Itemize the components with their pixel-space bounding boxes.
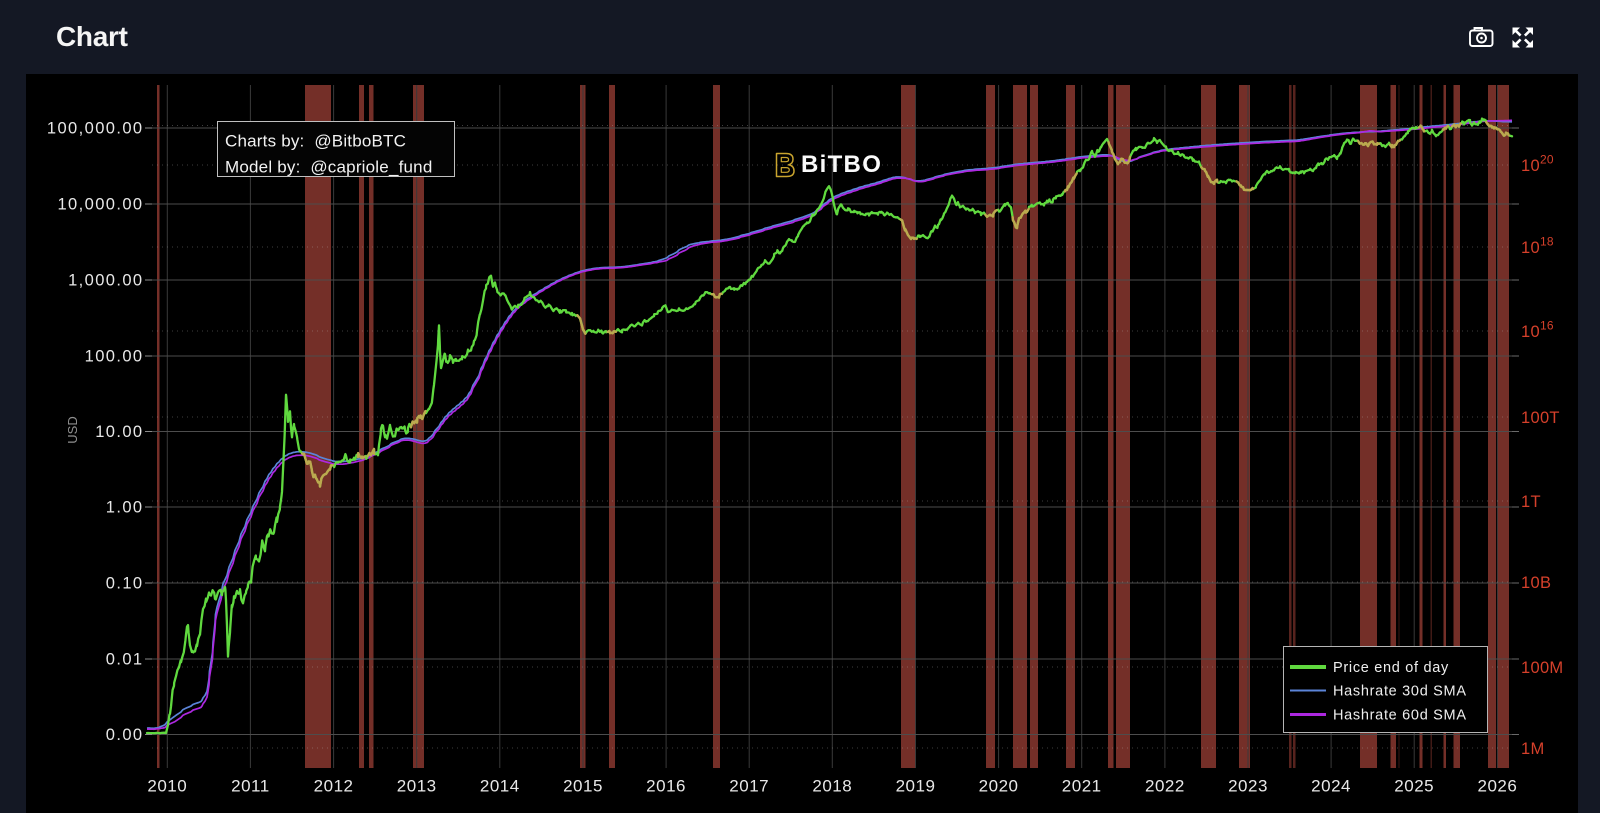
svg-text:Hashrate 60d SMA: Hashrate 60d SMA bbox=[1333, 707, 1467, 723]
svg-text:USD: USD bbox=[65, 416, 80, 443]
svg-text:2019: 2019 bbox=[896, 777, 936, 796]
svg-text:2016: 2016 bbox=[646, 777, 686, 796]
svg-text:2013: 2013 bbox=[397, 777, 437, 796]
svg-text:10,000.00: 10,000.00 bbox=[57, 196, 143, 214]
svg-text:Hashrate 30d SMA: Hashrate 30d SMA bbox=[1333, 683, 1467, 699]
svg-text:100.00: 100.00 bbox=[85, 348, 144, 366]
svg-text:2025: 2025 bbox=[1394, 777, 1434, 796]
svg-text:2023: 2023 bbox=[1228, 777, 1268, 796]
svg-text:100M: 100M bbox=[1521, 659, 1563, 677]
svg-text:Chart: Chart bbox=[56, 21, 128, 52]
svg-text:0.00: 0.00 bbox=[106, 726, 144, 744]
svg-text:100T: 100T bbox=[1521, 409, 1560, 427]
svg-text:2022: 2022 bbox=[1145, 777, 1185, 796]
svg-text:2017: 2017 bbox=[729, 777, 769, 796]
svg-text:2015: 2015 bbox=[563, 777, 603, 796]
svg-text:2012: 2012 bbox=[314, 777, 354, 796]
svg-text:0.10: 0.10 bbox=[106, 575, 144, 593]
svg-text:2014: 2014 bbox=[480, 777, 520, 796]
svg-text:1M: 1M bbox=[1521, 740, 1545, 758]
svg-text:2018: 2018 bbox=[812, 777, 852, 796]
svg-text:2024: 2024 bbox=[1311, 777, 1351, 796]
svg-text:2010: 2010 bbox=[147, 777, 187, 796]
svg-text:100,000.00: 100,000.00 bbox=[47, 120, 144, 138]
svg-text:10B: 10B bbox=[1521, 574, 1551, 592]
svg-text:Charts by: @BitboBTC: Charts by: @BitboBTC bbox=[225, 132, 406, 151]
svg-text:0.01: 0.01 bbox=[106, 651, 144, 669]
svg-text:10.00: 10.00 bbox=[95, 423, 143, 441]
svg-text:2011: 2011 bbox=[231, 777, 270, 796]
svg-text:BiTBO: BiTBO bbox=[801, 151, 882, 178]
svg-text:1,000.00: 1,000.00 bbox=[68, 272, 143, 290]
svg-text:Model by: @capriole_fund: Model by: @capriole_fund bbox=[225, 158, 432, 177]
svg-text:Price end of day: Price end of day bbox=[1333, 660, 1449, 676]
svg-text:2020: 2020 bbox=[979, 777, 1019, 796]
svg-text:2021: 2021 bbox=[1062, 777, 1102, 796]
svg-text:1T: 1T bbox=[1521, 493, 1541, 511]
svg-text:2026: 2026 bbox=[1477, 777, 1517, 796]
svg-text:1.00: 1.00 bbox=[106, 499, 144, 517]
